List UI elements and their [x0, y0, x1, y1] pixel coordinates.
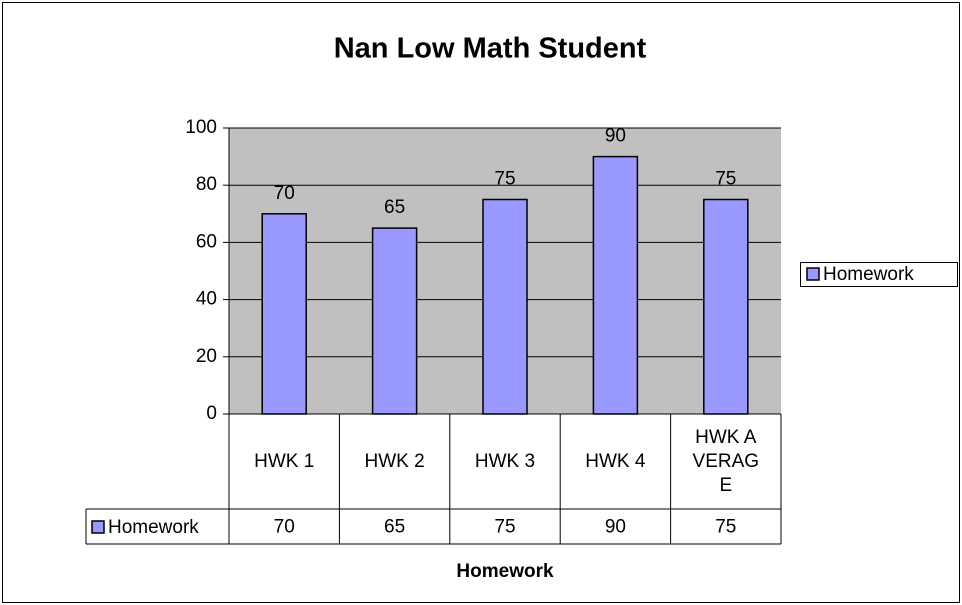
y-tick-label: 40 — [196, 289, 217, 310]
data-label: 65 — [384, 197, 405, 218]
bar — [482, 198, 528, 415]
x-axis-title: Homework — [456, 561, 554, 582]
x-tick-label: HWK 3 — [474, 450, 536, 472]
table-value: 65 — [384, 517, 405, 538]
x-tick-label: HWK 2 — [364, 450, 425, 472]
x-tick-label: HWK 1 — [254, 450, 315, 472]
x-tick-label: HWK 4 — [585, 450, 646, 472]
table-value: 70 — [274, 517, 295, 538]
x-tick-label: HWK AVERAGE — [692, 426, 760, 496]
y-tick-label: 0 — [206, 403, 217, 424]
table-value: 90 — [605, 517, 626, 538]
chart-title: Nan Low Math Student — [334, 33, 647, 65]
bar — [371, 227, 418, 415]
table-legend-key — [91, 520, 105, 534]
data-label: 70 — [274, 183, 295, 204]
y-tick-label: 100 — [185, 117, 217, 138]
y-tick-label: 80 — [196, 174, 217, 195]
bar — [592, 155, 639, 415]
x-tick-label: HWK 4 — [585, 450, 646, 472]
legend-label: Homework — [823, 264, 914, 285]
table-value: 75 — [715, 517, 736, 538]
x-tick-label: HWK 1 — [254, 450, 315, 472]
x-tick-label: HWK 2 — [364, 450, 425, 472]
y-tick-label: 20 — [196, 346, 217, 367]
y-tick-label: 60 — [196, 231, 217, 252]
x-tick-label: HWK AVERAGE — [692, 426, 760, 496]
table-series-name: Homework — [108, 517, 199, 538]
x-tick-label: HWK 3 — [474, 450, 536, 472]
data-label: 75 — [715, 169, 736, 190]
legend-key — [806, 267, 820, 281]
table-value: 75 — [494, 517, 515, 538]
bar — [261, 213, 307, 415]
data-label: 90 — [605, 126, 626, 147]
bar — [703, 198, 749, 415]
legend-box — [800, 262, 958, 287]
data-label: 75 — [494, 169, 515, 190]
